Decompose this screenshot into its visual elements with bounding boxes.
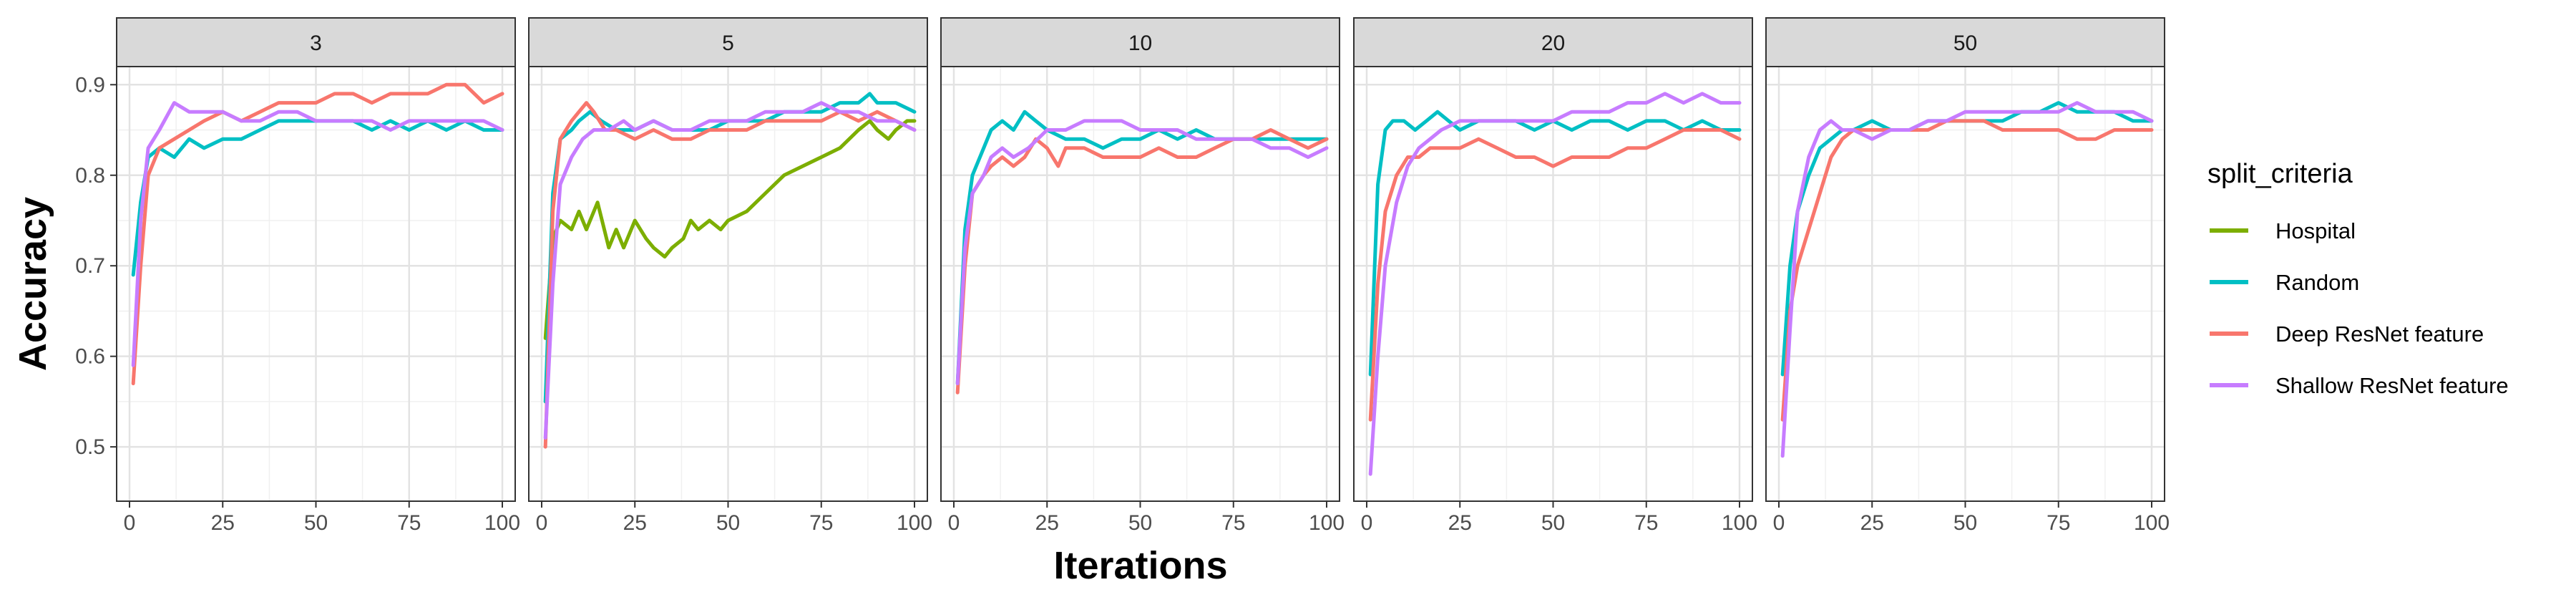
x-tick-label: 0 xyxy=(536,511,548,535)
x-tick-label: 100 xyxy=(484,511,520,535)
series-line-deep-resnet-feature xyxy=(1368,128,1742,422)
x-tick-label: 75 xyxy=(1634,511,1658,535)
series-line-deep-resnet-feature xyxy=(131,82,504,386)
x-tick-label: 50 xyxy=(1953,511,1977,535)
series-line-deep-resnet-feature xyxy=(1780,119,2154,422)
legend-item: Hospital xyxy=(2210,218,2356,243)
x-tick-label: 25 xyxy=(1448,511,1472,535)
series-line-shallow-resnet-feature xyxy=(955,119,1329,386)
x-tick-label: 100 xyxy=(1309,511,1345,535)
legend-item: Deep ResNet feature xyxy=(2210,321,2484,347)
y-tick-label: 0.9 xyxy=(75,73,105,97)
facet-strip xyxy=(1765,17,2165,67)
x-tick-label: 75 xyxy=(2046,511,2070,535)
facet-panel-3: 3 0 25 50 75 100 0.5 0.6 0.7 0.8 0.9 xyxy=(75,17,520,535)
x-tick-label: 50 xyxy=(716,511,740,535)
x-tick-label: 100 xyxy=(1722,511,1757,535)
facet-panel-20: 20 0 25 50 75 100 xyxy=(1353,17,1757,535)
x-tick-label: 75 xyxy=(809,511,833,535)
facet-strip xyxy=(116,17,516,67)
facet-panel-5: 50 25 50 75 100 xyxy=(528,17,932,535)
x-tick-label: 0 xyxy=(1773,511,1785,535)
x-tick-label: 100 xyxy=(2134,511,2170,535)
x-tick-label: 50 xyxy=(1128,511,1152,535)
facet-label: 5 xyxy=(722,32,734,55)
x-tick-label: 50 xyxy=(304,511,328,535)
x-tick-label: 50 xyxy=(1541,511,1565,535)
facet-panel-50: 50 0 25 50 75 100 xyxy=(1765,17,2170,535)
y-tick-label: 0.8 xyxy=(75,164,105,188)
facet-strip xyxy=(528,17,928,67)
facet-panel-10: 100 25 50 75 100 xyxy=(940,17,1345,535)
facet-label: 10 xyxy=(1128,32,1152,55)
x-tick-label: 25 xyxy=(623,511,647,535)
facet-label: 3 xyxy=(310,32,322,55)
x-tick-label: 0 xyxy=(124,511,136,535)
series-line-shallow-resnet-feature xyxy=(131,101,504,367)
legend-label: Shallow ResNet feature xyxy=(2275,373,2509,398)
facet-strip xyxy=(940,17,1340,67)
facet-label: 50 xyxy=(1953,32,1977,55)
facet-strip xyxy=(1353,17,1753,67)
series-line-random xyxy=(131,119,504,277)
facet-label: 20 xyxy=(1541,32,1565,55)
x-tick-label: 75 xyxy=(397,511,421,535)
x-axis-title: Iterations xyxy=(1053,544,1227,587)
x-tick-label: 75 xyxy=(1221,511,1245,535)
legend-label: Random xyxy=(2275,270,2359,295)
y-tick-label: 0.7 xyxy=(75,254,105,278)
legend-label: Hospital xyxy=(2275,218,2356,243)
x-tick-label: 0 xyxy=(1361,511,1373,535)
series-line-shallow-resnet-feature xyxy=(1780,101,2154,458)
legend-item: Random xyxy=(2210,270,2359,295)
series-line-shallow-resnet-feature xyxy=(543,101,917,440)
series-line-shallow-resnet-feature xyxy=(1368,92,1742,476)
legend-title: split_criteria xyxy=(2207,159,2353,189)
x-tick-label: 25 xyxy=(1860,511,1884,535)
x-tick-label: 100 xyxy=(897,511,932,535)
y-tick-label: 0.5 xyxy=(75,435,105,459)
y-tick-label: 0.6 xyxy=(75,345,105,369)
legend: split_criteria Hospital Random Deep ResNet … xyxy=(2207,159,2509,398)
legend-item: Shallow ResNet feature xyxy=(2210,373,2509,398)
y-axis-title: Accuracy xyxy=(11,197,54,371)
x-tick-label: 0 xyxy=(948,511,960,535)
series-line-hospital xyxy=(543,119,917,340)
x-tick-label: 25 xyxy=(1035,511,1059,535)
x-tick-label: 25 xyxy=(211,511,235,535)
legend-label: Deep ResNet feature xyxy=(2275,321,2484,347)
